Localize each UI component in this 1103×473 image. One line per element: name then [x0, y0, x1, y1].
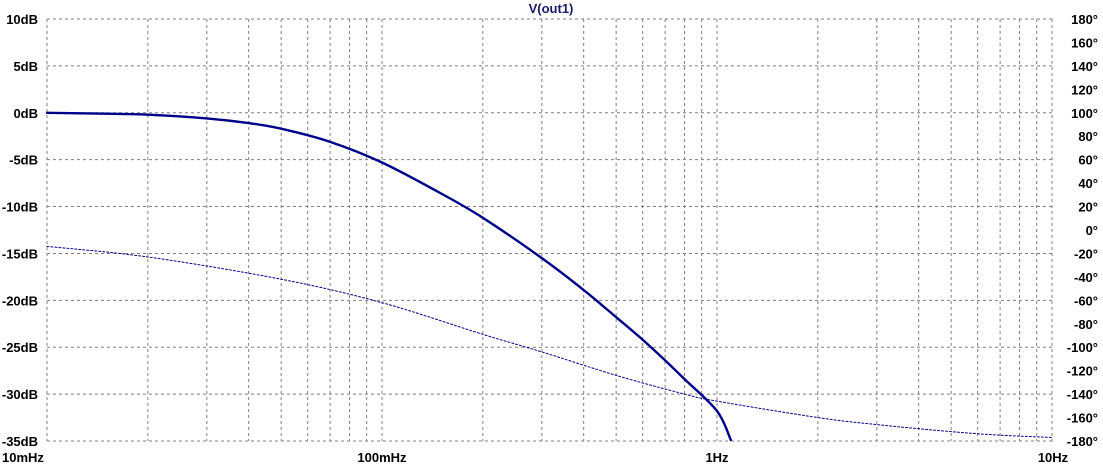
y-right-tick-label: 0° — [1086, 223, 1098, 238]
y-right-tick-label: 160° — [1071, 35, 1098, 50]
y-right-tick-label: -180° — [1067, 434, 1098, 449]
y-right-tick-label: 100° — [1071, 106, 1098, 121]
phase-series-line — [46, 245, 1053, 438]
y-left-tick-label: -20dB — [2, 293, 38, 308]
y-right-tick-label: 40° — [1078, 176, 1098, 191]
y-right-tick-label: 60° — [1078, 153, 1098, 168]
y-right-tick-label: -80° — [1074, 317, 1098, 332]
x-tick-label: 100mHz — [357, 450, 407, 465]
y-left-tick-label: -5dB — [9, 153, 38, 168]
y-right-tick-label: 120° — [1071, 82, 1098, 97]
y-right-tick-label: -20° — [1074, 246, 1098, 261]
y-right-tick-label: 140° — [1071, 59, 1098, 74]
axes: 10dB 5dB 0dB -5dB -10dB -15dB -20dB -25dB -30dB -… — [2, 12, 1098, 465]
y-right-tick-label: 20° — [1078, 200, 1098, 215]
y-left-tick-label: 5dB — [13, 59, 38, 74]
y-right-tick-label: -100° — [1067, 340, 1098, 355]
y-right-tick-label: -140° — [1067, 387, 1098, 402]
y-right-tick-label: -40° — [1074, 270, 1098, 285]
grid — [46, 18, 1053, 442]
y-left-tick-label: -15dB — [2, 246, 38, 261]
y-right-tick-label: 180° — [1071, 12, 1098, 27]
y-left-tick-label: -25dB — [2, 340, 38, 355]
x-tick-label: 10mHz — [2, 450, 44, 465]
y-right-tick-label: -60° — [1074, 293, 1098, 308]
y-left-tick-label: 0dB — [13, 106, 38, 121]
y-right-tick-label: 80° — [1078, 129, 1098, 144]
y-right-tick-label: -120° — [1067, 364, 1098, 379]
y-right-tick-label: -160° — [1067, 411, 1098, 426]
chart-title: V(out1) — [529, 1, 574, 16]
series-layer — [45, 111, 1053, 442]
y-left-tick-label: -35dB — [2, 434, 38, 449]
magnitude-series-line — [45, 111, 733, 442]
y-left-tick-label: -30dB — [2, 387, 38, 402]
x-tick-label: 10Hz — [1038, 450, 1069, 465]
y-left-tick-label: 10dB — [6, 12, 38, 27]
x-tick-label: 1Hz — [705, 450, 729, 465]
y-left-tick-label: -10dB — [2, 200, 38, 215]
